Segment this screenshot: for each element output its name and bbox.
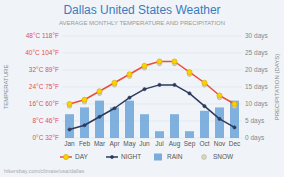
marker (83, 124, 86, 127)
annotation: hikersbay.com/climate/usa/dallas (4, 168, 85, 174)
marker (158, 83, 161, 86)
grid-line (62, 36, 242, 37)
x-tick-label: Jun (139, 140, 150, 147)
x-tick-label: Jan (64, 140, 75, 147)
legend: DAY NIGHT RAIN SNOW (60, 153, 234, 160)
y2-tick-label: 15 days (245, 83, 269, 91)
marker (232, 101, 237, 106)
marker (68, 128, 71, 131)
y-tick-label: 48°C 118°F (26, 32, 59, 39)
grid-line (62, 53, 242, 54)
y2-tick-label: 10 days (245, 100, 269, 108)
subtitle: AVERAGE MONTHLY TEMPERATURE AND PRECIPIT… (59, 20, 225, 26)
bar (170, 114, 179, 138)
marker (143, 88, 146, 91)
marker (157, 59, 162, 64)
line (70, 85, 235, 130)
marker (203, 105, 206, 108)
grid (62, 36, 242, 138)
bar (155, 131, 164, 138)
y2-axis-label: PRECIPITATION (DAYS) (274, 54, 280, 121)
y2-tick-label: 30 days (245, 32, 269, 40)
y2-tick-label: 20 days (245, 66, 269, 74)
bar (185, 131, 194, 138)
legend-label: DAY (75, 153, 89, 160)
line (70, 62, 235, 105)
legend-swatch (63, 154, 68, 159)
marker (98, 115, 101, 118)
legend-label: SNOW (213, 153, 234, 160)
x-tick-label: Aug (169, 140, 181, 148)
x-tick-label: Nov (214, 140, 226, 147)
marker (188, 92, 191, 95)
marker (127, 72, 132, 77)
bar (215, 107, 224, 138)
legend-swatch (202, 155, 207, 160)
x-tick-label: Dec (229, 140, 241, 147)
chart: Dallas United States Weather AVERAGE MONT… (0, 0, 284, 177)
x-tick-label: Sep (184, 140, 196, 148)
y-tick-label: 24°C 75°F (29, 83, 59, 90)
bar (140, 114, 149, 138)
x-tick-label: Jul (155, 140, 164, 147)
y2-tick-label: 25 days (245, 49, 269, 57)
marker (172, 59, 177, 64)
y-tick-label: 32°C 89°F (29, 66, 59, 73)
legend-label: NIGHT (121, 153, 141, 160)
bar (65, 114, 74, 138)
marker (187, 70, 192, 75)
x-tick-label: Mar (94, 140, 106, 147)
marker (97, 89, 102, 94)
legend-label: RAIN (167, 153, 183, 160)
marker (113, 107, 116, 110)
marker (217, 93, 222, 98)
marker (82, 97, 87, 102)
y-tick-label: 40°C 104°F (25, 49, 59, 56)
legend-swatch (110, 155, 113, 158)
bar (125, 101, 134, 138)
grid-line (62, 70, 242, 71)
bar (230, 101, 239, 138)
x-tick-label: Apr (109, 140, 120, 148)
marker (173, 83, 176, 86)
bar (200, 111, 209, 138)
y-axis-label: TEMPERATURE (3, 65, 9, 110)
marker (142, 63, 147, 68)
marker (233, 126, 236, 129)
legend-swatch (106, 156, 118, 158)
marker (67, 101, 72, 106)
marker (218, 117, 221, 120)
grid-line (62, 104, 242, 105)
x-tick-label: Oct (199, 140, 209, 147)
x-tick-label: Feb (79, 140, 91, 147)
y2-tick-label: 5 days (245, 117, 265, 125)
bar (110, 107, 119, 138)
y2-tick-label: 0 days (245, 134, 265, 142)
marker (202, 80, 207, 85)
y-tick-label: 0°C 32°F (32, 134, 59, 141)
marker (128, 96, 131, 99)
y-tick-label: 8°C 46°F (32, 117, 59, 124)
background (0, 0, 284, 177)
x-tick-label: May (123, 140, 136, 148)
marker (112, 80, 117, 85)
y-tick-label: 16°C 60°F (29, 100, 59, 107)
title: Dallas United States Weather (63, 3, 220, 17)
legend-swatch (154, 154, 162, 161)
plot-area (65, 59, 239, 138)
